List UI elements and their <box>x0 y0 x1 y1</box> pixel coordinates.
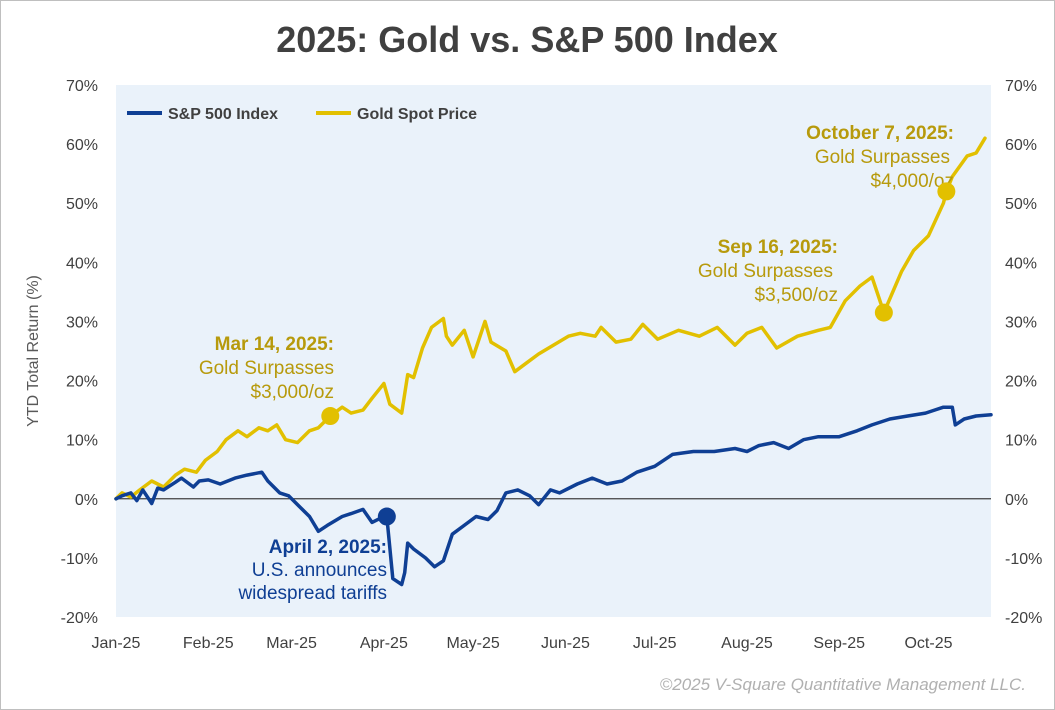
chart-title: 2025: Gold vs. S&P 500 Index <box>276 19 778 60</box>
annotation-gold-4000-line2: $4,000/oz <box>871 171 954 192</box>
annotation-gold-3000-head: Mar 14, 2025: <box>215 334 334 355</box>
y-tick-right: 70% <box>1005 78 1037 95</box>
y-axis-left: 70% 60% 50% 40% 30% 20% 10% 0% -10% -20% <box>61 78 98 627</box>
legend-label-sp500: S&P 500 Index <box>168 106 278 123</box>
annotations: April 2, 2025: U.S. announces widespread… <box>199 123 956 604</box>
annotation-gold-3500-line2: $3,500/oz <box>755 285 838 306</box>
y-tick-right: 30% <box>1005 314 1037 331</box>
y-tick-left: 60% <box>66 137 98 154</box>
y-tick-right: -10% <box>1005 551 1042 568</box>
y-tick-right: 50% <box>1005 196 1037 213</box>
y-axis-title: YTD Total Return (%) <box>25 275 42 427</box>
x-tick: Jan-25 <box>92 635 141 652</box>
series-layer <box>114 136 993 587</box>
x-tick: Apr-25 <box>360 635 408 652</box>
y-tick-left: 40% <box>66 255 98 272</box>
annotation-gold-3000-line1: Gold Surpasses <box>199 358 334 379</box>
annotation-gold-3500-line1: Gold Surpasses <box>698 261 833 282</box>
x-tick: Jun-25 <box>541 635 590 652</box>
y-tick-left: 0% <box>75 492 98 509</box>
y-tick-right: 0% <box>1005 492 1028 509</box>
x-tick: Aug-25 <box>721 635 773 652</box>
annotation-tariffs-line1: U.S. announces <box>252 560 387 581</box>
y-tick-left: 70% <box>66 78 98 95</box>
marker-gold-3000 <box>321 407 340 426</box>
y-tick-left: 20% <box>66 374 98 391</box>
annotation-gold-4000-head: October 7, 2025: <box>806 123 954 144</box>
x-tick: Oct-25 <box>904 635 952 652</box>
annotation-tariffs-head: April 2, 2025: <box>269 537 387 558</box>
y-tick-left: 30% <box>66 314 98 331</box>
marker-gold-4000 <box>937 182 956 201</box>
y-tick-left: -20% <box>61 610 98 627</box>
x-tick: Sep-25 <box>813 635 865 652</box>
y-tick-right: 10% <box>1005 433 1037 450</box>
x-axis: Jan-25 Feb-25 Mar-25 Apr-25 May-25 Jun-25 Jul-… <box>92 635 953 652</box>
y-tick-left: 10% <box>66 433 98 450</box>
x-tick: Jul-25 <box>633 635 677 652</box>
y-tick-right: 20% <box>1005 374 1037 391</box>
y-axis-right: 70% 60% 50% 40% 30% 20% 10% 0% -10% -20% <box>1005 78 1042 627</box>
y-tick-left: 50% <box>66 196 98 213</box>
annotation-gold-3500-head: Sep 16, 2025: <box>718 237 838 258</box>
y-tick-left: -10% <box>61 551 98 568</box>
marker-tariffs <box>377 507 396 526</box>
annotation-tariffs-line2: widespread tariffs <box>237 583 387 604</box>
sp500-line <box>114 405 993 587</box>
y-tick-right: -20% <box>1005 610 1042 627</box>
x-tick: Feb-25 <box>183 635 234 652</box>
x-tick: Mar-25 <box>266 635 317 652</box>
y-tick-right: 40% <box>1005 255 1037 272</box>
x-tick: May-25 <box>446 635 499 652</box>
legend-label-gold: Gold Spot Price <box>357 106 477 123</box>
y-tick-right: 60% <box>1005 137 1037 154</box>
gold-line <box>114 136 987 501</box>
legend: S&P 500 Index Gold Spot Price <box>127 106 477 123</box>
annotation-gold-4000-line1: Gold Surpasses <box>815 147 950 168</box>
marker-gold-3500 <box>874 303 893 322</box>
plot-area <box>116 85 991 617</box>
copyright-notice: ©2025 V-Square Quantitative Management L… <box>660 675 1026 694</box>
annotation-gold-3000-line2: $3,000/oz <box>251 382 334 403</box>
